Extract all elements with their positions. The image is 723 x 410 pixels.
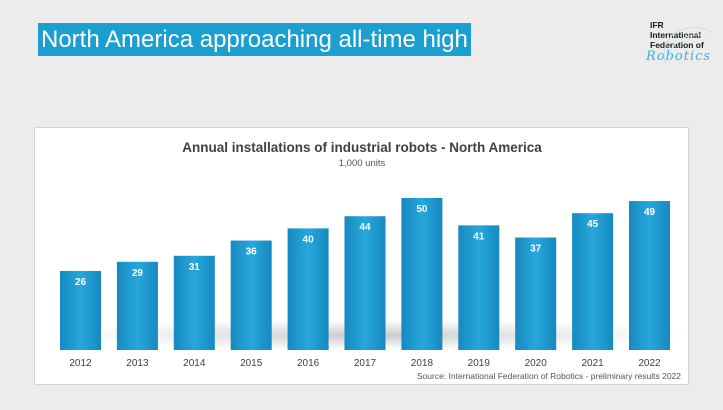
ifr-logo: IFR International Federation of Robotics	[646, 20, 720, 72]
bar-2015	[230, 240, 272, 350]
slide-headline: North America approaching all-time high	[38, 23, 471, 56]
chart-subtitle: 1,000 units	[339, 158, 386, 169]
bar-value-label-2015: 36	[246, 247, 258, 258]
bar-value-label-2019: 41	[473, 231, 485, 242]
x-tick-label-2022: 2022	[638, 358, 661, 369]
bar-value-label-2022: 49	[644, 207, 656, 218]
logo-text-ifr: IFR	[650, 20, 664, 30]
chart-title: Annual installations of industrial robot…	[182, 140, 542, 155]
x-tick-label-2019: 2019	[468, 358, 491, 369]
x-tick-label-2017: 2017	[354, 358, 377, 369]
bar-2019	[458, 225, 500, 350]
bar-series: 26 29 31 36 40 44 50 41 37 45 49	[60, 198, 670, 350]
bar-2012	[60, 270, 101, 350]
bar-value-label-2013: 29	[132, 268, 144, 279]
logo-swirl-icon	[663, 26, 715, 67]
bar-value-label-2014: 31	[189, 262, 201, 273]
logo-text-international: International	[650, 30, 702, 40]
bar-2020	[515, 237, 557, 350]
logo-text-federation: Federation of	[650, 40, 704, 50]
chart-panel: Annual installations of industrial robot…	[34, 127, 690, 385]
bar-2018	[401, 198, 443, 350]
x-tick-label-2015: 2015	[240, 358, 263, 369]
x-tick-label-2021: 2021	[581, 358, 604, 369]
bar-value-label-2012: 26	[75, 277, 87, 288]
bar-2014	[173, 255, 215, 350]
chart-source: Source: International Federation of Robo…	[417, 371, 681, 381]
bar-value-label-2017: 44	[359, 222, 371, 233]
bar-2022	[629, 201, 670, 350]
bar-value-label-2021: 45	[587, 219, 599, 230]
bar-2017	[344, 216, 386, 350]
bar-chart: Annual installations of industrial robot…	[50, 140, 690, 381]
x-axis-ticks: 2012 2013 2014 2015 2016 2017 2018 2019 2020 2021…	[69, 358, 661, 369]
logo-text-robotics: Robotics	[646, 49, 712, 64]
bar-value-label-2016: 40	[303, 234, 315, 245]
x-tick-label-2016: 2016	[297, 358, 320, 369]
x-tick-label-2013: 2013	[126, 358, 149, 369]
x-tick-label-2012: 2012	[69, 358, 92, 369]
bar-2021	[572, 213, 614, 350]
bar-value-label-2020: 37	[530, 244, 542, 255]
x-tick-label-2018: 2018	[411, 358, 434, 369]
bar-value-label-2018: 50	[416, 204, 428, 215]
bar-2016	[287, 228, 329, 350]
x-tick-label-2014: 2014	[183, 358, 206, 369]
x-tick-label-2020: 2020	[525, 358, 548, 369]
bar-2013	[116, 261, 158, 350]
